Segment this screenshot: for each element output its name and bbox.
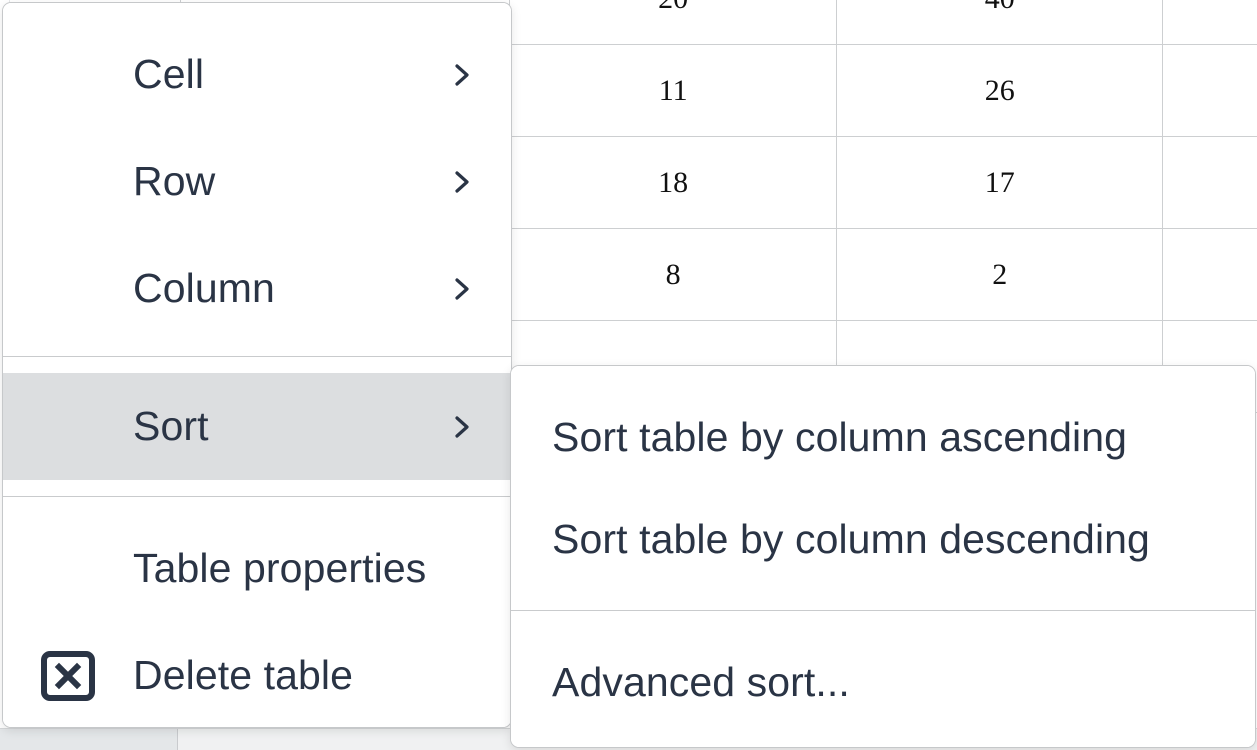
table-cell[interactable]: 8 — [509, 228, 837, 321]
chevron-right-icon — [439, 60, 485, 90]
sort-submenu-group-advanced: Advanced sort... — [511, 611, 1255, 747]
table-cell[interactable] — [1162, 44, 1257, 137]
menu-item-table-properties-label: Table properties — [133, 545, 427, 591]
menu-item-table-properties[interactable]: Table properties — [3, 515, 511, 622]
chevron-right-icon — [439, 274, 485, 304]
table-context-menu: Cell Row Column Sort — [2, 2, 512, 728]
table-cell[interactable]: 26 — [835, 44, 1164, 137]
menu-item-cell-label: Cell — [133, 51, 205, 97]
table-cell[interactable] — [1162, 0, 1257, 45]
menu-item-row-label: Row — [133, 158, 216, 204]
menu-item-column-label: Column — [133, 265, 275, 311]
delete-table-icon — [3, 650, 133, 701]
menu-item-delete-table-label: Delete table — [133, 652, 354, 698]
table-cell[interactable]: 40 — [835, 0, 1164, 45]
context-menu-group-structure: Cell Row Column — [3, 3, 511, 356]
submenu-item-advanced-sort[interactable]: Advanced sort... — [552, 658, 850, 705]
context-menu-group-sort: Sort — [3, 357, 511, 496]
table-cell[interactable]: 20 — [509, 0, 837, 45]
table-cell[interactable]: 18 — [509, 136, 837, 229]
context-menu-group-table: Table properties Delete table — [3, 497, 511, 727]
menu-item-column[interactable]: Column — [3, 235, 511, 342]
table-cell[interactable]: 2 — [835, 228, 1164, 321]
table-cell[interactable] — [1162, 228, 1257, 321]
submenu-item-sort-descending[interactable]: Sort table by column descending — [552, 515, 1150, 562]
chevron-right-icon — [439, 412, 485, 442]
table-cell[interactable] — [1162, 136, 1257, 229]
menu-separator — [3, 496, 511, 497]
menu-separator — [3, 356, 511, 357]
menu-item-sort[interactable]: Sort — [3, 373, 511, 480]
table-cell[interactable]: 11 — [509, 44, 837, 137]
menu-separator — [511, 610, 1255, 611]
chevron-right-icon — [439, 167, 485, 197]
sort-submenu: Sort table by column ascending Sort tabl… — [510, 365, 1256, 748]
menu-item-cell[interactable]: Cell — [3, 21, 511, 128]
menu-item-sort-label: Sort — [133, 403, 209, 449]
menu-item-row[interactable]: Row — [3, 128, 511, 235]
sort-submenu-group-quick: Sort table by column ascending Sort tabl… — [511, 366, 1255, 610]
submenu-item-sort-ascending[interactable]: Sort table by column ascending — [552, 413, 1128, 460]
status-bar-left-panel — [0, 729, 178, 750]
table-cell[interactable]: 17 — [835, 136, 1164, 229]
menu-item-delete-table[interactable]: Delete table — [3, 622, 511, 727]
